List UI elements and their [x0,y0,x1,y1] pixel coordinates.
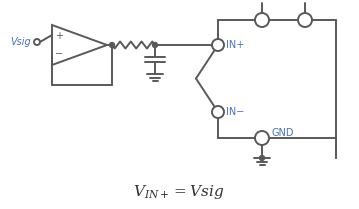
Text: REF: REF [253,0,271,1]
Circle shape [153,42,158,47]
Circle shape [212,106,224,118]
Circle shape [212,39,224,51]
Text: −: − [55,49,63,59]
Text: VDD: VDD [294,0,316,1]
Text: IN+: IN+ [226,40,244,50]
Circle shape [255,13,269,27]
Circle shape [260,155,265,161]
Text: Vsig: Vsig [10,37,31,47]
Text: IN−: IN− [226,107,244,117]
Text: +: + [55,31,63,41]
Circle shape [298,13,312,27]
Text: $V_{IN+} = Vsig$: $V_{IN+} = Vsig$ [133,183,225,201]
Text: GND: GND [272,128,294,138]
Circle shape [34,39,40,45]
Circle shape [255,131,269,145]
Circle shape [109,42,115,47]
